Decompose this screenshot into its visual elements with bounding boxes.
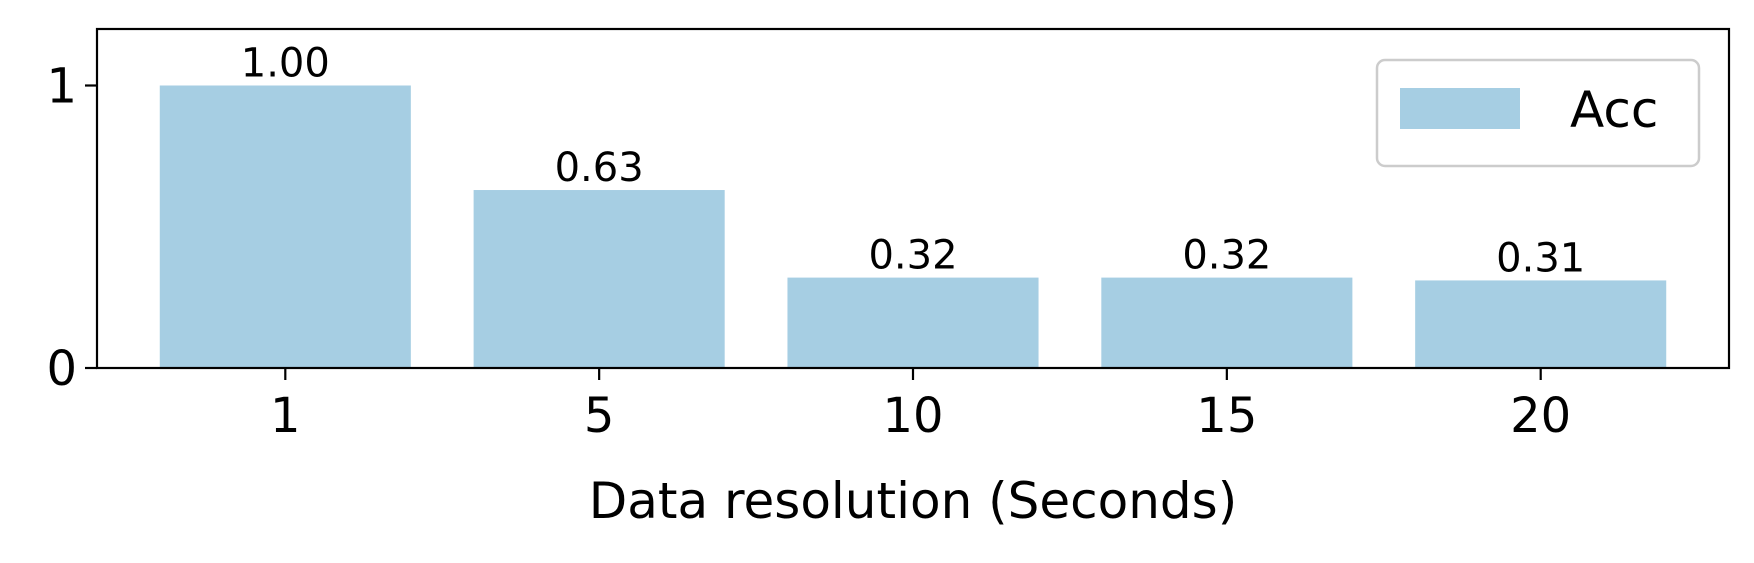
- bar-1: [159, 85, 411, 368]
- bar-labels-group: 1.00 0.63 0.32 0.32 0.31: [241, 41, 1585, 282]
- legend-label: Acc: [1570, 81, 1658, 139]
- x-tick-label: 1: [270, 388, 301, 444]
- bar-value-label: 1.00: [241, 41, 330, 87]
- x-tick-label: 20: [1510, 388, 1571, 444]
- legend-swatch: [1400, 88, 1520, 129]
- legend-box: [1375, 58, 1701, 168]
- x-tick-label: 10: [882, 388, 943, 444]
- bar-value-label: 0.63: [555, 145, 644, 191]
- bars-group: [159, 85, 1667, 368]
- bar-5: [473, 190, 725, 368]
- x-tick-label: 5: [584, 388, 615, 444]
- x-axis: 1 5 10 15 20: [270, 368, 1571, 444]
- bar-10: [787, 277, 1039, 368]
- x-tick-label: 15: [1196, 388, 1257, 444]
- bar-value-label: 0.32: [1182, 233, 1271, 279]
- x-axis-title: Data resolution (Seconds): [589, 472, 1237, 530]
- bar-value-label: 0.31: [1496, 235, 1585, 281]
- y-axis: 01: [46, 59, 97, 397]
- legend: Acc: [1375, 58, 1701, 168]
- bar-15: [1101, 277, 1353, 368]
- y-tick-label: 0: [46, 341, 77, 397]
- bar-value-label: 0.32: [868, 233, 957, 279]
- bar-20: [1415, 280, 1667, 368]
- y-tick-label: 1: [46, 59, 77, 115]
